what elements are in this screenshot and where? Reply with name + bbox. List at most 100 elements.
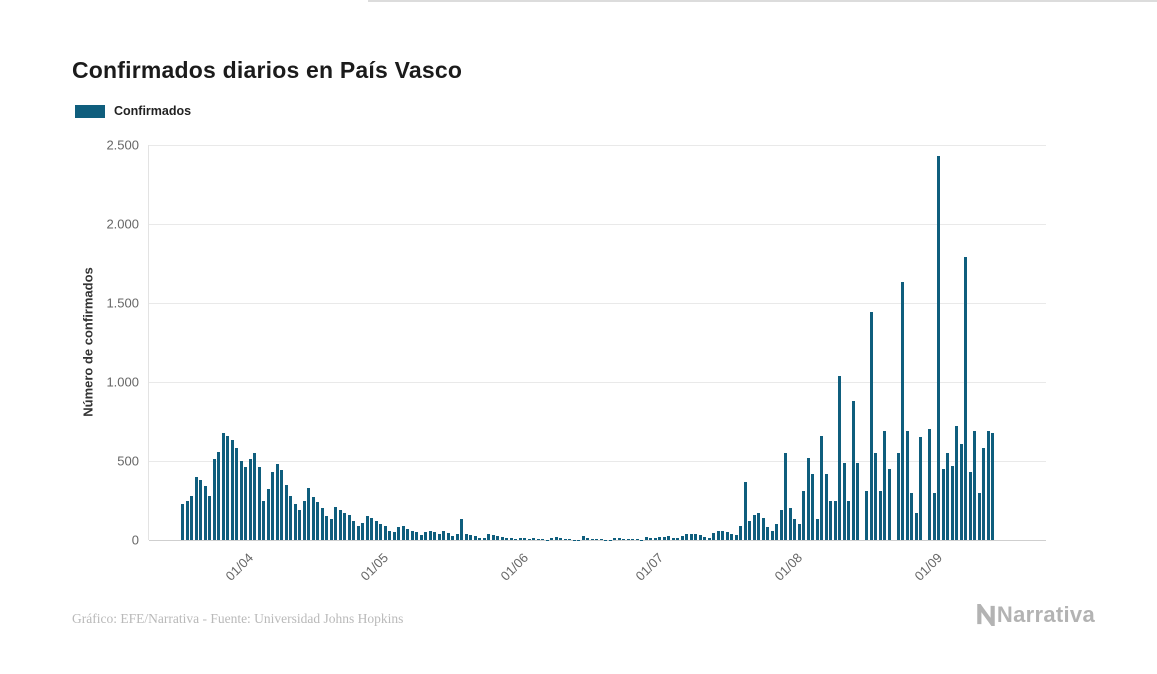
bar[interactable] [919, 437, 923, 540]
bar[interactable] [532, 538, 536, 540]
bar[interactable] [779, 509, 783, 540]
bar[interactable] [851, 400, 855, 540]
bar[interactable] [721, 530, 725, 540]
bar[interactable] [370, 517, 374, 540]
bar[interactable] [559, 538, 563, 540]
bar[interactable] [617, 538, 621, 540]
bar[interactable] [896, 453, 900, 540]
bar[interactable] [334, 506, 338, 540]
bar[interactable] [622, 538, 626, 540]
bar[interactable] [959, 443, 963, 540]
bar[interactable] [914, 513, 918, 540]
bar[interactable] [329, 519, 333, 540]
bar[interactable] [262, 500, 266, 540]
bar[interactable] [181, 503, 185, 540]
bar[interactable] [946, 453, 950, 540]
bar[interactable] [676, 538, 680, 540]
bar[interactable] [460, 519, 464, 540]
bar[interactable] [554, 537, 558, 540]
bar[interactable] [775, 524, 779, 540]
bar[interactable] [401, 525, 405, 540]
bar[interactable] [185, 500, 189, 540]
bar[interactable] [199, 479, 203, 540]
bar[interactable] [590, 538, 594, 540]
bar[interactable] [415, 532, 419, 540]
bar[interactable] [433, 532, 437, 540]
bar[interactable] [982, 448, 986, 540]
bar[interactable] [541, 539, 545, 540]
bar[interactable] [662, 536, 666, 540]
bar[interactable] [536, 539, 540, 540]
bar[interactable] [667, 535, 671, 540]
bar[interactable] [284, 484, 288, 540]
bar[interactable] [883, 430, 887, 540]
bar[interactable] [901, 282, 905, 540]
bar[interactable] [770, 530, 774, 540]
bar[interactable] [190, 495, 194, 540]
bar[interactable] [761, 517, 765, 540]
bar[interactable] [968, 472, 972, 540]
bar[interactable] [500, 536, 504, 540]
bar[interactable] [887, 468, 891, 540]
bar[interactable] [869, 312, 873, 540]
bar[interactable] [991, 432, 995, 540]
bar[interactable] [694, 534, 698, 540]
bar[interactable] [289, 495, 293, 540]
bar[interactable] [419, 535, 423, 540]
bar[interactable] [352, 521, 356, 540]
bar[interactable] [406, 528, 410, 540]
bar[interactable] [905, 430, 909, 540]
bar[interactable] [424, 532, 428, 540]
bar[interactable] [455, 534, 459, 540]
bar[interactable] [950, 465, 954, 540]
bar[interactable] [248, 459, 252, 540]
bar[interactable] [244, 467, 248, 540]
bar[interactable] [752, 514, 756, 540]
bar[interactable] [568, 539, 572, 540]
bar[interactable] [275, 464, 279, 540]
bar[interactable] [307, 487, 311, 540]
bar[interactable] [680, 536, 684, 540]
bar[interactable] [874, 453, 878, 540]
bar[interactable] [347, 514, 351, 540]
bar[interactable] [365, 516, 369, 540]
bar[interactable] [239, 461, 243, 540]
bar[interactable] [703, 536, 707, 540]
bar[interactable] [833, 500, 837, 540]
bar[interactable] [194, 476, 198, 540]
bar[interactable] [392, 532, 396, 540]
bar[interactable] [878, 491, 882, 540]
bar[interactable] [635, 539, 639, 540]
bar[interactable] [505, 537, 509, 540]
bar[interactable] [325, 516, 329, 540]
bar[interactable] [712, 532, 716, 540]
bar[interactable] [293, 503, 297, 540]
bar[interactable] [271, 472, 275, 540]
bar[interactable] [212, 459, 216, 540]
bar[interactable] [563, 538, 567, 540]
bar[interactable] [653, 537, 657, 540]
bar[interactable] [806, 457, 810, 540]
bar[interactable] [797, 524, 801, 540]
bar[interactable] [829, 500, 833, 540]
bar[interactable] [784, 453, 788, 540]
bar[interactable] [613, 537, 617, 540]
bar[interactable] [469, 535, 473, 540]
bar[interactable] [446, 532, 450, 540]
bar[interactable] [464, 533, 468, 540]
bar[interactable] [379, 524, 383, 540]
bar[interactable] [716, 531, 720, 540]
bar[interactable] [487, 534, 491, 540]
bar[interactable] [311, 497, 315, 540]
bar[interactable] [253, 453, 257, 540]
bar[interactable] [649, 538, 653, 540]
bar[interactable] [698, 535, 702, 540]
bar[interactable] [523, 537, 527, 540]
bar[interactable] [937, 156, 941, 540]
bar[interactable] [491, 535, 495, 540]
bar[interactable] [478, 537, 482, 540]
bar[interactable] [442, 531, 446, 540]
bar[interactable] [626, 539, 630, 540]
bar[interactable] [928, 429, 932, 540]
bar[interactable] [599, 539, 603, 540]
